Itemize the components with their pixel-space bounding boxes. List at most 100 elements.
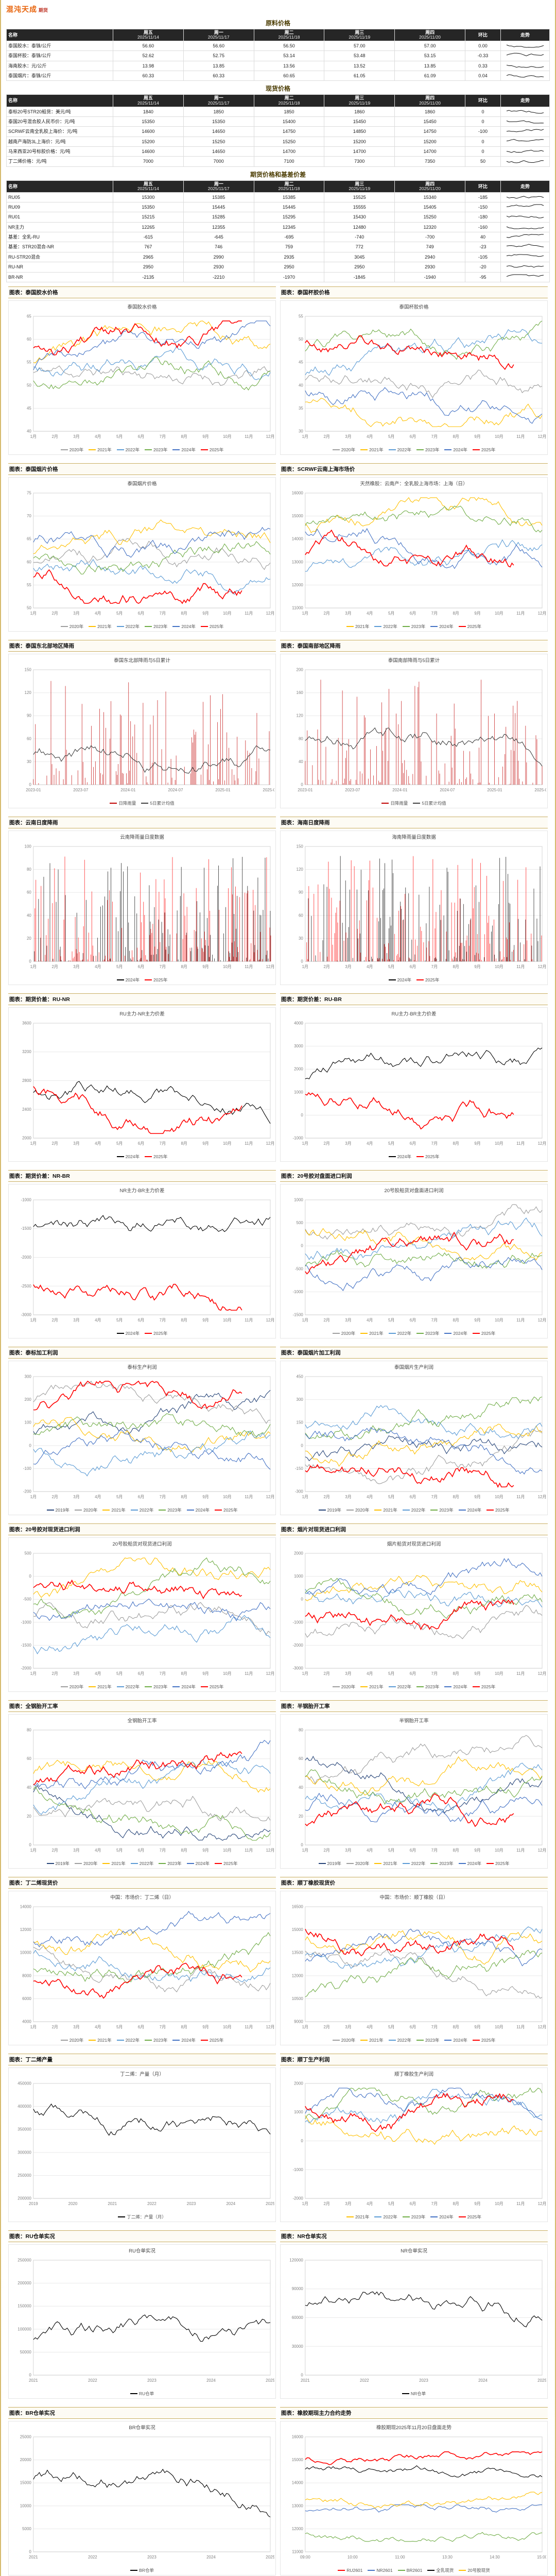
table-row: RU01 15215 15285 15295 15430 15250 -180 — [6, 212, 550, 223]
legend-swatch — [172, 625, 180, 627]
legend-item: 2021年 — [346, 623, 369, 630]
svg-text:2025: 2025 — [537, 2378, 546, 2383]
svg-text:7月: 7月 — [160, 1495, 166, 1499]
legend-item: 2021年 — [89, 2037, 112, 2043]
chart-caption-text: 泰国东北部地区降雨 — [25, 642, 75, 649]
svg-text:2024-07: 2024-07 — [168, 788, 183, 792]
svg-text:7月: 7月 — [431, 434, 438, 439]
chg-value: 0 — [465, 146, 501, 157]
svg-text:200000: 200000 — [18, 2196, 31, 2200]
chart-caption: 图表：期货价差：NR-BR — [8, 1170, 276, 1182]
legend-swatch — [116, 1332, 124, 1334]
legend-swatch — [172, 449, 180, 450]
legend-swatch — [130, 2393, 137, 2394]
price-value: 53.15 — [394, 50, 465, 61]
price-value: 14700 — [324, 146, 395, 157]
svg-text:-500: -500 — [295, 1266, 303, 1271]
legend-swatch — [360, 1332, 368, 1334]
trend-cell — [500, 251, 550, 263]
svg-text:12月: 12月 — [538, 434, 546, 439]
chart: 顺丁橡胶生产利润 -2000 -1000 0 1000 2000 1月 2月 3月 4月 5月 6月 7… — [280, 2067, 548, 2222]
legend-label: 2023年 — [153, 1684, 168, 1689]
legend-label: 2024年 — [181, 623, 196, 629]
svg-text:2023-07: 2023-07 — [345, 788, 360, 792]
legend-swatch — [402, 1509, 410, 1511]
chart: 橡胶期现2025年11月20日盘面走势 11000 12000 13000 14000 1… — [280, 2420, 548, 2575]
column-header-date: 周二 2025/11/18 — [253, 180, 325, 193]
legend-label: 2025年 — [481, 1330, 496, 1336]
svg-text:9月: 9月 — [474, 1495, 480, 1499]
legend-swatch — [430, 2216, 438, 2217]
legend-item: 2023年 — [145, 1684, 167, 1690]
svg-text:12月: 12月 — [266, 1495, 274, 1499]
trend-cell — [500, 60, 550, 72]
svg-text:0: 0 — [301, 1113, 303, 1117]
legend-item: 2020年 — [60, 1684, 83, 1690]
svg-text:11月: 11月 — [516, 2025, 525, 2029]
legend-label: 2024年 — [181, 1684, 196, 1689]
chart: 泰国胶水价格 40 45 50 55 60 65 1月 2月 3月 4月 5月 6月 7月 8月 9月 10月 1… — [8, 300, 276, 455]
price-value: 2950 — [253, 262, 325, 273]
column-header-date: 周四 2025/11/20 — [394, 94, 465, 107]
svg-text:60: 60 — [299, 1756, 303, 1761]
svg-text:10月: 10月 — [495, 1318, 503, 1323]
price-value: 2950 — [113, 262, 184, 273]
chart-legend: 2020年 2021年 2022年 2023年 2024年 2025年 — [10, 2036, 274, 2044]
row-name: 越南产海防3L上海价：元/吨 — [6, 136, 113, 147]
chart-caption-prefix: 图表： — [9, 1703, 26, 1709]
legend-item: 2023年 — [145, 2037, 167, 2043]
trend-cell — [500, 212, 550, 223]
chart-cell: 图表：云南日度降雨 云南降雨量日度数据 0 20 40 60 80 100 1月 2月 3月 4月 5月… — [6, 816, 278, 985]
legend-swatch — [402, 1862, 410, 1864]
row-name: BR-NR — [6, 272, 113, 282]
chart-plot: 0 50000 100000 150000 200000 250000 2021 2022 20… — [18, 2258, 274, 2383]
svg-text:2024-01: 2024-01 — [120, 788, 136, 792]
chart-title: 中国：市场价：丁二烯（日） — [110, 1894, 174, 1901]
legend-item: 2023年 — [159, 1860, 182, 1867]
svg-text:12月: 12月 — [266, 1141, 274, 1146]
legend-swatch — [200, 625, 208, 627]
row-name: 泰国烟片：泰铢/公斤 — [6, 71, 113, 81]
svg-text:12月: 12月 — [266, 434, 274, 439]
svg-text:9000: 9000 — [294, 2019, 303, 2024]
svg-text:6月: 6月 — [138, 1318, 144, 1323]
svg-text:-2000: -2000 — [292, 1643, 303, 1648]
svg-text:8月: 8月 — [453, 1318, 459, 1323]
price-value: 12355 — [183, 222, 254, 233]
row-name: RU-STR20混合 — [6, 251, 113, 263]
legend-swatch — [374, 625, 382, 627]
chg-value: 50 — [465, 156, 501, 167]
chart-cell: 图表：泰国杯胶价格 泰国杯胶价格 30 35 40 45 50 55 1月 2月 3月 4月 5月 6月 7… — [278, 286, 550, 455]
price-table: 名称 周五 2025/11/14 周一 2025/11/17 周二 2025/11/18 周三… — [6, 28, 550, 81]
legend-item: 2025年 — [486, 1507, 509, 1513]
svg-text:11月: 11月 — [245, 611, 253, 616]
chart: 泰国杯胶价格 30 35 40 45 50 55 1月 2月 3月 4月 5月 6月 7月 8月 9月 10月 1… — [280, 300, 548, 455]
weekday-label: 周三 — [355, 95, 364, 101]
svg-text:2月: 2月 — [51, 611, 58, 616]
legend-label: 2022年 — [411, 1860, 426, 1866]
svg-text:3月: 3月 — [73, 611, 79, 616]
svg-text:-500: -500 — [23, 1597, 31, 1601]
legend-label: 2023年 — [411, 2214, 426, 2219]
trend-sparkline — [506, 149, 544, 153]
svg-text:5月: 5月 — [388, 2201, 394, 2206]
svg-text:4月: 4月 — [367, 1318, 373, 1323]
price-value: 13.98 — [113, 60, 184, 72]
chart-legend: 日降雨量 5日累计均值 — [282, 799, 546, 807]
legend-label: 2024年 — [181, 447, 196, 452]
chart-caption-prefix: 图表： — [281, 289, 298, 296]
legend-item: 2020年 — [60, 623, 83, 630]
legend-label: 2021年 — [369, 1330, 384, 1336]
svg-text:7月: 7月 — [160, 434, 166, 439]
legend-item: 2022年 — [116, 2037, 140, 2043]
svg-text:10月: 10月 — [223, 1848, 232, 1853]
svg-text:1000: 1000 — [294, 1090, 303, 1094]
chart-cell: 图表：全钢胎开工率 全钢胎开工率 0 20 40 60 80 1月 2月 3月 4月 5月 6月 7月 8月… — [6, 1700, 278, 1869]
chart-plot: -1000 0 1000 2000 3000 4000 1月 2月 3月 4月 5月 6月 7月 8月 9月… — [292, 1021, 546, 1146]
svg-text:15:00: 15:00 — [537, 2555, 546, 2560]
price-value: 1860 — [324, 106, 395, 117]
chg-value: 0 — [465, 116, 501, 127]
legend-swatch — [430, 1862, 438, 1864]
svg-text:1月: 1月 — [302, 1318, 308, 1323]
svg-text:8月: 8月 — [181, 2025, 187, 2029]
